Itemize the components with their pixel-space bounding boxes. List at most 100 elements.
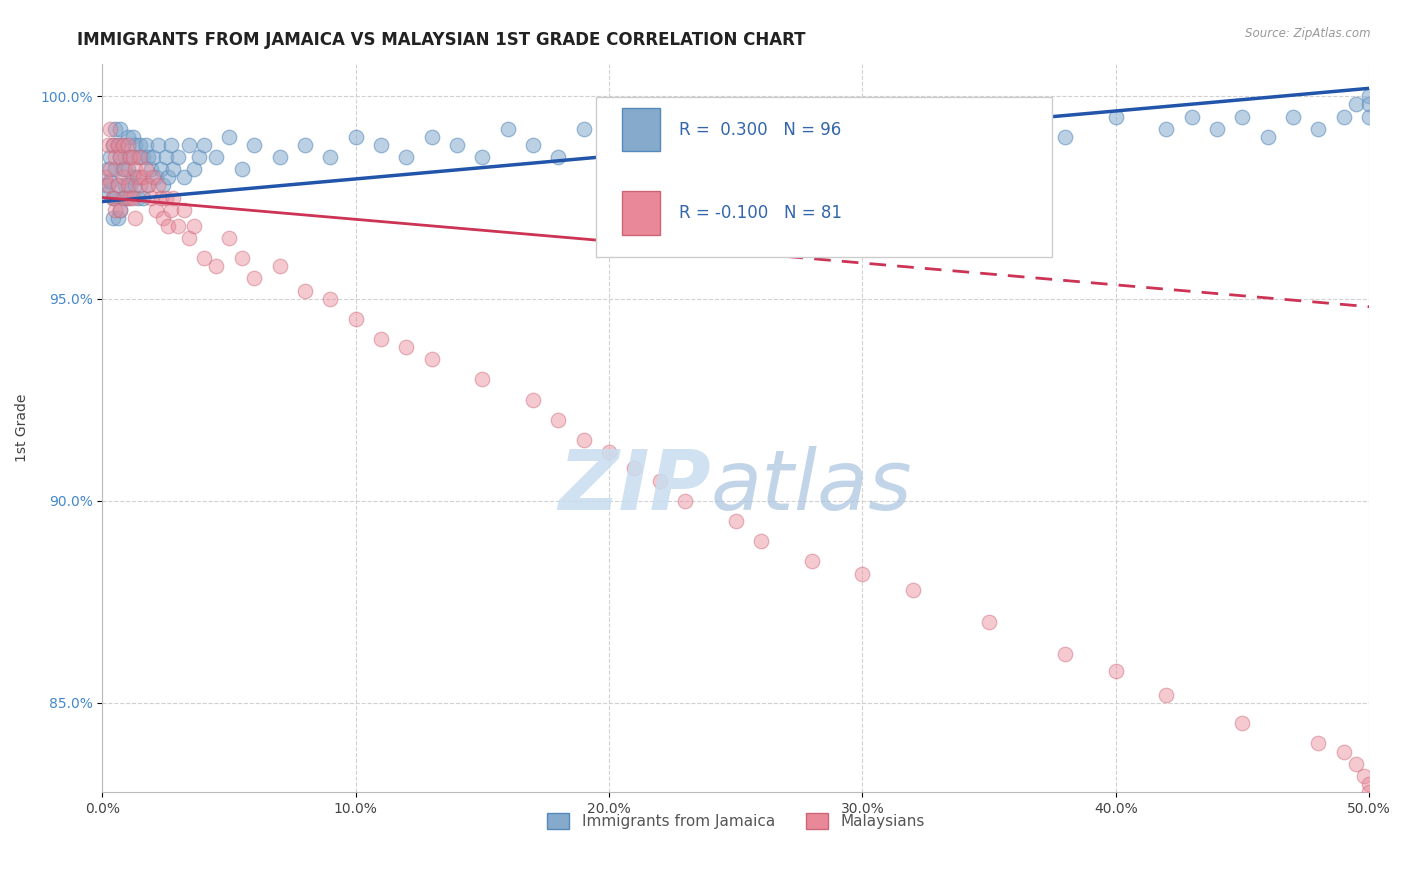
Point — [187, 150, 209, 164]
Point — [1358, 777, 1381, 791]
Point — [117, 190, 139, 204]
Point — [98, 150, 121, 164]
Point — [648, 474, 671, 488]
Point — [370, 332, 392, 346]
Point — [104, 162, 127, 177]
Point — [724, 514, 747, 528]
Point — [1156, 688, 1178, 702]
Point — [673, 493, 696, 508]
Point — [108, 150, 131, 164]
Point — [124, 211, 146, 225]
Point — [121, 129, 143, 144]
Point — [96, 186, 118, 201]
Point — [1282, 110, 1305, 124]
Point — [145, 170, 167, 185]
Point — [142, 170, 165, 185]
Point — [1206, 121, 1229, 136]
Point — [294, 137, 316, 152]
Point — [471, 372, 494, 386]
Point — [121, 190, 143, 204]
Point — [522, 392, 544, 407]
Point — [598, 137, 620, 152]
Point — [114, 162, 136, 177]
Point — [121, 170, 143, 185]
Point — [96, 137, 118, 152]
Point — [149, 190, 172, 204]
Point — [1054, 648, 1077, 662]
Point — [101, 190, 124, 204]
Point — [160, 202, 183, 217]
Text: IMMIGRANTS FROM JAMAICA VS MALAYSIAN 1ST GRADE CORRELATION CHART: IMMIGRANTS FROM JAMAICA VS MALAYSIAN 1ST… — [77, 31, 806, 49]
Point — [96, 178, 118, 193]
Legend: Immigrants from Jamaica, Malaysians: Immigrants from Jamaica, Malaysians — [540, 807, 931, 835]
Point — [104, 150, 127, 164]
Point — [104, 202, 127, 217]
Point — [152, 211, 174, 225]
Point — [132, 170, 155, 185]
Point — [177, 231, 200, 245]
Point — [129, 150, 152, 164]
Point — [1333, 110, 1355, 124]
Point — [1156, 121, 1178, 136]
Text: atlas: atlas — [710, 446, 912, 527]
Point — [96, 162, 118, 177]
Bar — [621, 108, 659, 152]
Point — [1105, 110, 1128, 124]
Point — [1346, 756, 1368, 771]
Point — [107, 178, 129, 193]
Point — [136, 178, 159, 193]
Point — [114, 178, 136, 193]
Point — [117, 178, 139, 193]
Point — [139, 190, 162, 204]
Point — [901, 121, 924, 136]
Point — [446, 137, 468, 152]
Point — [231, 251, 253, 265]
Point — [218, 129, 240, 144]
Point — [108, 202, 131, 217]
Point — [145, 202, 167, 217]
Point — [132, 150, 155, 164]
Point — [1358, 110, 1381, 124]
Point — [294, 284, 316, 298]
Point — [107, 137, 129, 152]
Point — [183, 219, 205, 233]
Point — [94, 178, 117, 193]
Point — [155, 190, 177, 204]
Point — [572, 121, 595, 136]
Point — [111, 190, 134, 204]
Point — [370, 137, 392, 152]
Point — [142, 150, 165, 164]
Point — [148, 137, 170, 152]
Point — [1358, 89, 1381, 103]
Point — [124, 178, 146, 193]
Point — [127, 190, 149, 204]
Point — [120, 190, 142, 204]
Point — [120, 150, 142, 164]
Point — [269, 150, 291, 164]
Point — [1308, 121, 1330, 136]
Point — [136, 150, 159, 164]
Point — [111, 137, 134, 152]
Point — [101, 211, 124, 225]
Point — [148, 178, 170, 193]
Point — [496, 121, 519, 136]
Point — [205, 150, 228, 164]
Point — [218, 231, 240, 245]
Point — [1358, 785, 1381, 799]
Point — [344, 311, 367, 326]
Point — [114, 190, 136, 204]
Point — [98, 121, 121, 136]
Point — [243, 271, 266, 285]
Point — [1353, 769, 1375, 783]
Point — [231, 162, 253, 177]
Point — [117, 137, 139, 152]
Point — [114, 150, 136, 164]
Point — [121, 150, 143, 164]
Point — [1054, 129, 1077, 144]
Point — [135, 137, 157, 152]
Point — [1333, 745, 1355, 759]
Point — [471, 150, 494, 164]
Text: Source: ZipAtlas.com: Source: ZipAtlas.com — [1246, 27, 1371, 40]
Point — [1232, 716, 1254, 731]
Point — [111, 170, 134, 185]
